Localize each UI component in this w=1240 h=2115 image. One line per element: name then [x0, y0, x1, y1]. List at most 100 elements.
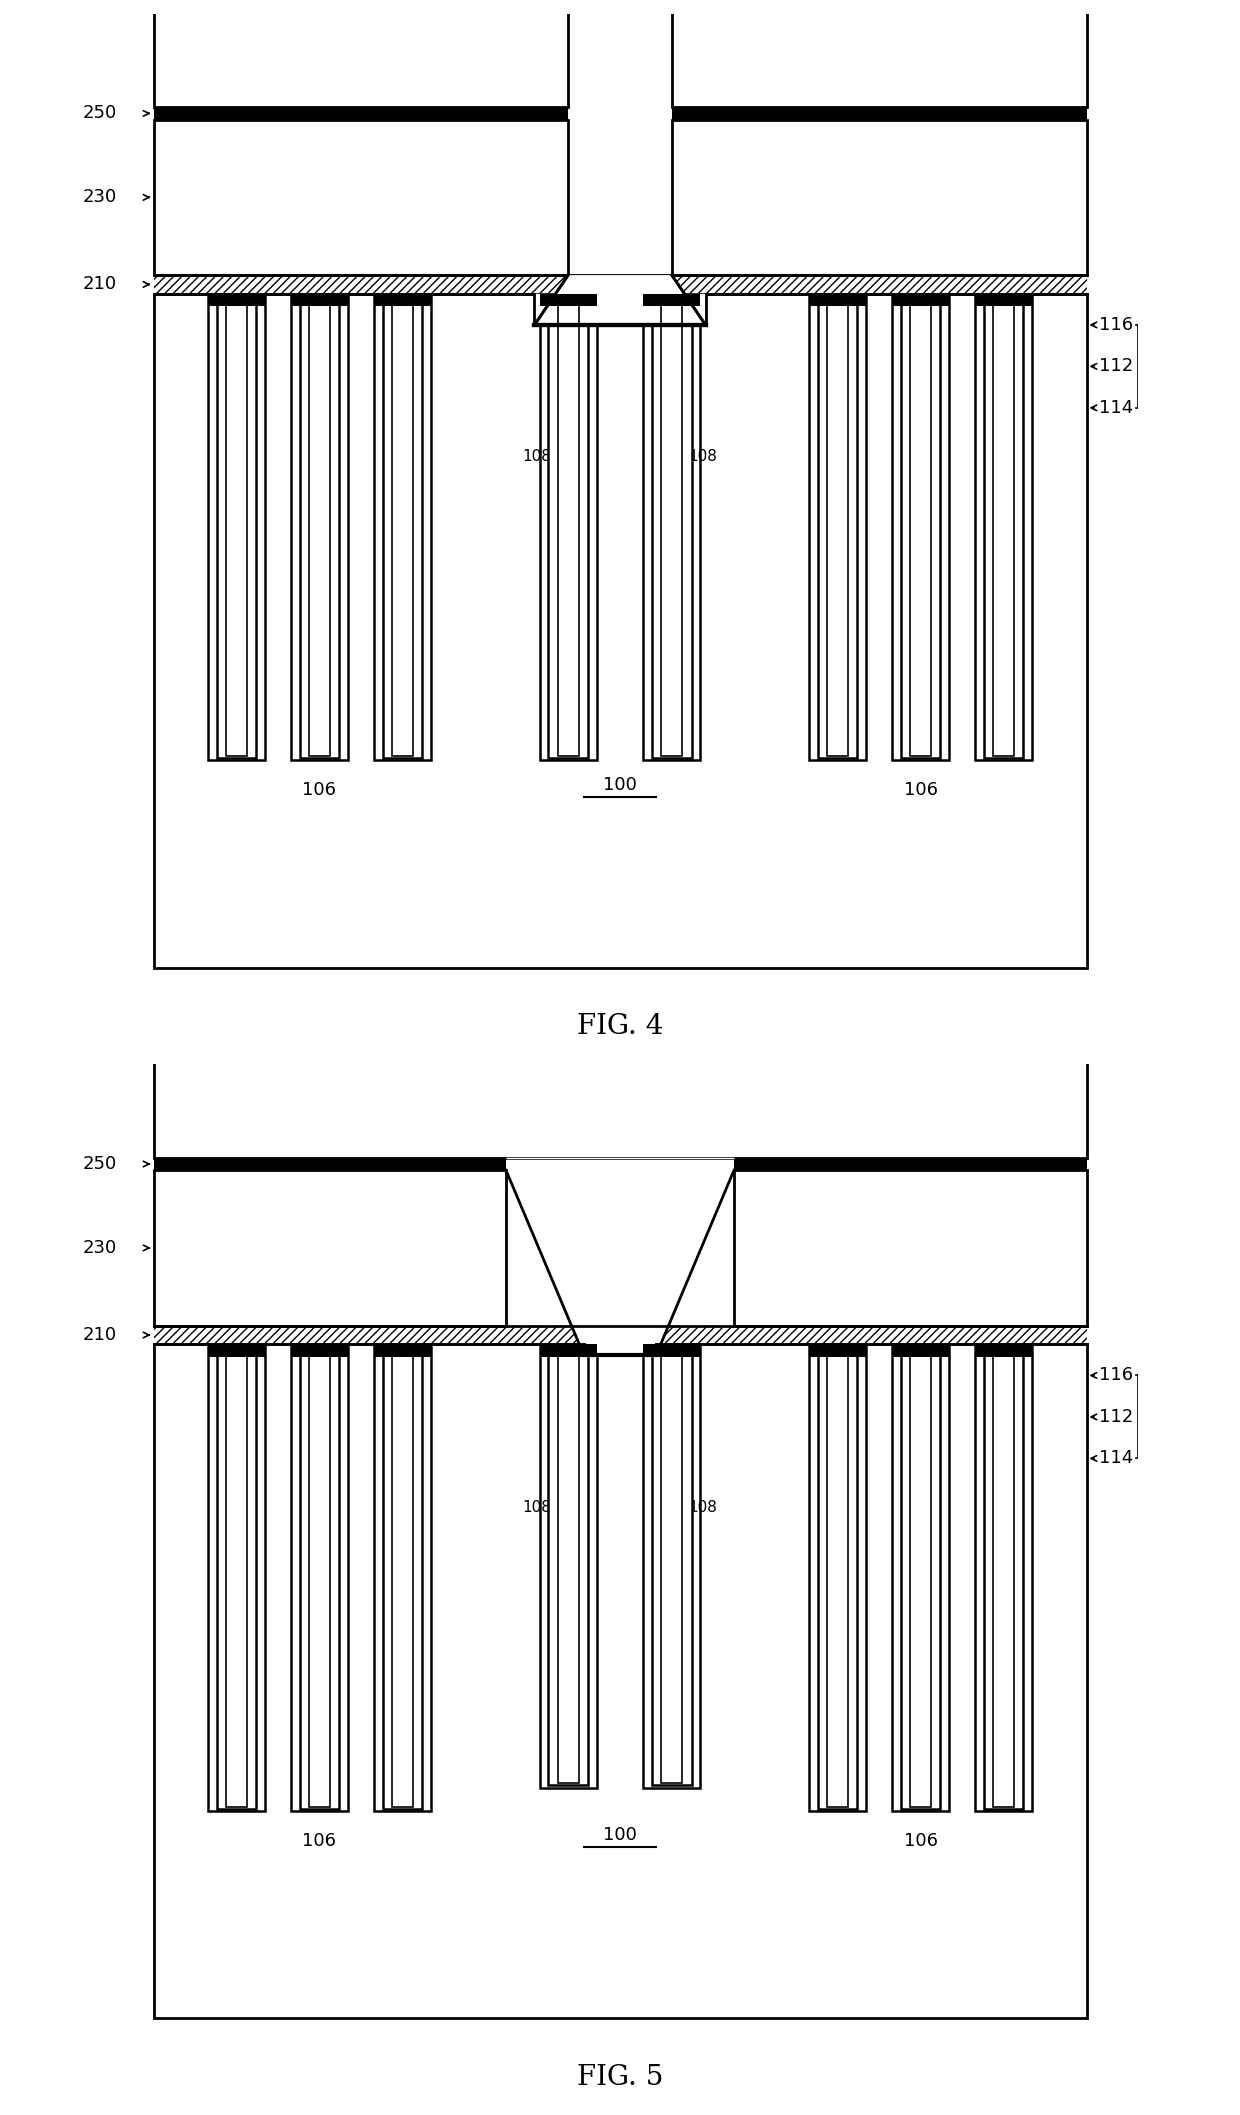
Bar [539, 1345, 596, 1787]
Bar [539, 1345, 596, 1358]
Bar [672, 108, 1086, 121]
Bar [975, 1345, 1032, 1358]
Text: 114: 114 [1099, 1449, 1133, 1468]
Bar [652, 296, 692, 757]
Text: 100: 100 [603, 776, 637, 793]
Text: FIG. 4: FIG. 4 [577, 1013, 663, 1041]
Text: 106: 106 [904, 780, 937, 799]
Bar [309, 298, 330, 757]
Text: 116: 116 [1099, 1366, 1133, 1385]
Bar [644, 294, 701, 307]
Bar [373, 1345, 430, 1810]
Bar [661, 298, 682, 757]
Bar [993, 1349, 1014, 1806]
Bar [892, 1345, 949, 1810]
Bar [975, 294, 1032, 759]
Text: 114: 114 [1099, 400, 1133, 417]
Bar [154, 1157, 506, 1170]
Bar [672, 0, 1086, 108]
Bar [672, 121, 1086, 275]
Bar [810, 294, 867, 759]
Bar [983, 1347, 1023, 1808]
Text: 112: 112 [1099, 357, 1133, 374]
Text: 210: 210 [83, 1326, 118, 1343]
Bar [652, 1347, 692, 1785]
Bar [734, 1170, 1086, 1326]
Bar [983, 298, 1023, 307]
Bar [309, 1349, 330, 1806]
Text: FIG. 5: FIG. 5 [577, 2064, 663, 2092]
Text: 106: 106 [904, 1832, 937, 1851]
Bar [392, 1349, 413, 1806]
Text: 108: 108 [522, 448, 552, 465]
Bar [652, 298, 692, 307]
Bar [226, 1349, 247, 1806]
Bar [734, 1157, 1086, 1170]
Bar [644, 1345, 701, 1358]
Bar [558, 298, 579, 757]
Bar [300, 1349, 339, 1358]
Bar [373, 294, 430, 307]
Bar [373, 294, 430, 759]
Text: 250: 250 [83, 1155, 118, 1174]
Text: 116: 116 [1099, 315, 1133, 334]
Polygon shape [506, 1170, 734, 1356]
Bar [983, 296, 1023, 757]
Text: 108: 108 [828, 480, 857, 495]
Polygon shape [534, 275, 706, 326]
Bar [392, 298, 413, 757]
Bar [217, 1349, 257, 1358]
Bar [300, 1347, 339, 1808]
Bar [154, 294, 1086, 969]
Bar [154, 275, 1086, 294]
Bar [154, 1170, 506, 1326]
Text: 106: 106 [303, 780, 336, 799]
Bar [827, 298, 848, 757]
Bar [892, 1345, 949, 1358]
Bar [217, 1347, 257, 1808]
Bar [291, 294, 348, 759]
Text: 108: 108 [688, 448, 718, 465]
Bar [548, 296, 588, 757]
Bar [810, 294, 867, 307]
Bar [558, 1349, 579, 1783]
Bar [154, 1326, 1086, 1345]
Bar [383, 296, 422, 757]
Bar [226, 298, 247, 757]
Bar [818, 296, 857, 757]
Bar [901, 1347, 940, 1808]
Bar [810, 1345, 867, 1358]
Bar [154, 1345, 1086, 2018]
Bar [154, 121, 568, 275]
Bar [300, 298, 339, 307]
Bar [539, 294, 596, 307]
Text: 108: 108 [522, 1500, 552, 1514]
Bar [975, 294, 1032, 307]
Bar [661, 1349, 682, 1783]
Bar [993, 298, 1014, 757]
Bar [975, 1345, 1032, 1810]
Bar [548, 1349, 588, 1358]
Bar [383, 298, 422, 307]
Text: 230: 230 [83, 188, 118, 207]
Bar [300, 296, 339, 757]
Bar [910, 298, 931, 757]
Bar [539, 294, 596, 759]
Bar [154, 971, 1086, 1157]
Text: 108: 108 [828, 1531, 857, 1546]
Bar [208, 294, 265, 307]
Bar [901, 1349, 940, 1358]
Bar [217, 298, 257, 307]
Bar [910, 1349, 931, 1806]
Bar [548, 1347, 588, 1785]
Bar [892, 294, 949, 307]
Bar [644, 1345, 701, 1787]
Bar [291, 294, 348, 307]
Text: 112: 112 [1099, 1409, 1133, 1426]
Bar [652, 1349, 692, 1358]
Text: 108: 108 [688, 1500, 718, 1514]
Text: 250: 250 [83, 104, 118, 123]
Bar [373, 1345, 430, 1358]
Bar [901, 298, 940, 307]
Bar [827, 1349, 848, 1806]
